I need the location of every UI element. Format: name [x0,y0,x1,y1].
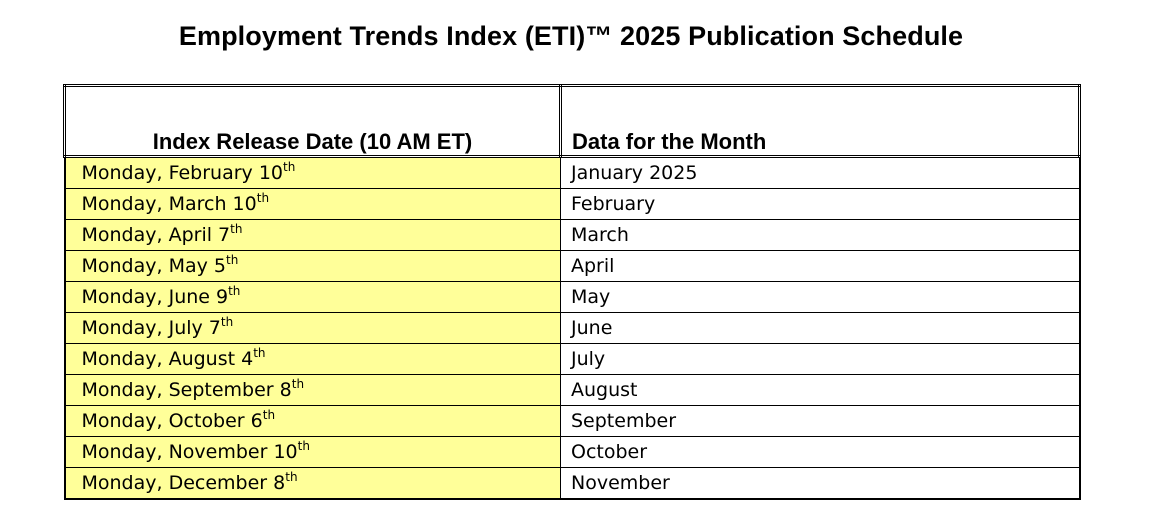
ordinal-suffix: th [283,159,296,174]
table-header-row: Index Release Date (10 AM ET) Data for t… [63,84,1081,158]
table-row: Monday, July 7th June [63,312,1081,344]
data-month-cell: August [560,374,1081,406]
release-date-cell: Monday, November 10th [63,436,561,468]
ordinal-suffix: th [291,376,305,391]
ordinal-suffix: th [220,314,234,329]
data-month-cell: January 2025 [560,156,1081,189]
table-row: Monday, April 7th March [63,219,1081,251]
release-date-cell: Monday, June 9th [63,281,561,313]
release-date-text: Monday, October 6 [81,410,263,432]
release-date-text: Monday, September 8 [81,379,292,401]
table-row: Monday, May 5th April [63,250,1081,282]
ordinal-suffix: th [256,190,270,205]
data-month-cell: October [560,436,1081,468]
release-date-text: Monday, March 10 [81,193,257,215]
release-date-cell: Monday, February 10th [63,156,561,189]
release-date-text: Monday, April 7 [81,224,231,246]
release-date-cell: Monday, September 8th [63,374,561,406]
release-date-cell: Monday, July 7th [63,312,561,344]
table-row: Monday, February 10th January 2025 [63,156,1081,189]
release-date-text: Monday, July 7 [81,317,221,339]
ordinal-suffix: th [230,221,243,236]
release-date-cell: Monday, March 10th [63,188,561,220]
release-date-cell: Monday, April 7th [63,219,561,251]
page-title: Employment Trends Index (ETI)™ 2025 Publ… [178,21,964,51]
header-release-date: Index Release Date (10 AM ET) [63,84,562,158]
publication-schedule-table: Index Release Date (10 AM ET) Data for t… [63,84,1081,500]
release-date-text: Monday, June 9 [81,286,229,308]
release-date-cell: Monday, August 4th [63,343,561,375]
data-month-cell: July [560,343,1081,375]
release-date-cell: Monday, May 5th [63,250,561,282]
ordinal-suffix: th [297,438,310,453]
release-date-text: Monday, May 5 [81,255,227,277]
table-row: Monday, August 4th July [63,343,1081,375]
release-date-cell: Monday, October 6th [63,405,561,437]
release-date-text: Monday, December 8 [81,472,286,494]
release-date-text: Monday, August 4 [81,348,254,370]
table-row: Monday, March 10th February [63,188,1081,220]
ordinal-suffix: th [253,345,266,360]
data-month-cell: May [560,281,1081,313]
table-row: Monday, June 9th May [63,281,1081,313]
table-row: Monday, November 10th October [63,436,1081,468]
ordinal-suffix: th [228,283,241,298]
ordinal-suffix: th [285,469,298,484]
data-month-cell: June [560,312,1081,344]
table-row: Monday, October 6th September [63,405,1081,437]
release-date-cell: Monday, December 8th [63,467,561,500]
release-date-text: Monday, November 10 [81,441,298,463]
data-month-cell: September [560,405,1081,437]
header-data-month: Data for the Month [559,84,1081,158]
table-row: Monday, September 8th August [63,374,1081,406]
release-date-text: Monday, February 10 [81,162,284,184]
ordinal-suffix: th [262,407,276,422]
data-month-cell: April [560,250,1081,282]
data-month-cell: March [560,219,1081,251]
ordinal-suffix: th [226,252,239,267]
table-row: Monday, December 8th November [63,467,1081,500]
data-month-cell: November [560,467,1081,500]
data-month-cell: February [560,188,1081,220]
